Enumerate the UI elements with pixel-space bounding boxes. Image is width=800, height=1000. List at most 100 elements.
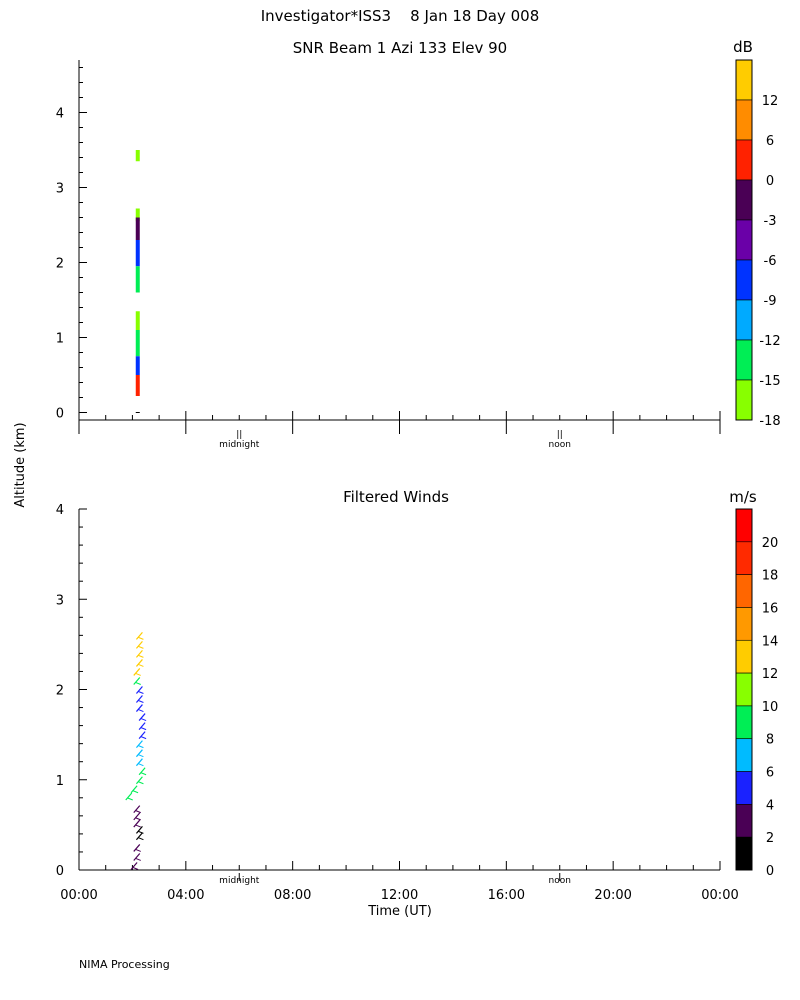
snr-y-tick-label: 1 [56, 332, 64, 347]
snr-y-tick-label: 0 [56, 407, 64, 422]
wind-barb [138, 722, 146, 730]
wind-barb [135, 749, 143, 758]
wind-barb [138, 837, 144, 841]
wind-barb [138, 636, 144, 640]
wind-barb [138, 781, 144, 785]
snr-panel-title: SNR Beam 1 Azi 133 Elev 90 [293, 39, 507, 57]
snr-y-tick-label: 4 [56, 107, 64, 122]
winds-colorbar-tick-label: 20 [762, 536, 779, 551]
snr-y-tick-label: 2 [56, 257, 64, 272]
snr-colorbar-tick-label: 0 [766, 174, 774, 189]
winds-colorbar-swatch [735, 607, 753, 641]
x-tick-label: 00:00 [701, 888, 738, 903]
wind-barb [140, 736, 147, 740]
day-marker-label: midnight [219, 440, 260, 450]
y-axis-label: Altitude (km) [13, 422, 28, 507]
winds-day-markers: midnight noon [219, 873, 571, 886]
winds-colorbar-swatch [735, 574, 753, 608]
snr-colorbar-tick-label: -12 [759, 334, 780, 349]
wind-barb [135, 758, 143, 767]
winds-colorbar-frame [735, 508, 753, 871]
wind-barb [138, 745, 144, 749]
day-marker-label: noon [549, 876, 571, 886]
snr-colorbar-tick-label: -9 [764, 294, 777, 309]
snr-colorbar-swatch [735, 259, 753, 301]
wind-barb [133, 805, 141, 814]
wind-barb [138, 691, 144, 694]
wind-barb [138, 700, 144, 703]
wind-barb [135, 650, 143, 658]
snr-data [135, 150, 140, 413]
snr-colorbar-tick-label: -18 [759, 414, 780, 429]
wind-barb [135, 776, 143, 785]
day-marker-label: midnight [219, 876, 260, 886]
wind-barb [127, 797, 133, 801]
winds-colorbar-swatch [735, 771, 753, 805]
snr-colorbar-swatch [735, 59, 753, 101]
winds-colorbar-swatch [735, 705, 753, 740]
snr-day-markers: ||midnight||noon [219, 430, 571, 450]
snr-cell [135, 356, 140, 375]
wind-barb [140, 727, 147, 731]
x-tick-label: 00:00 [60, 888, 97, 903]
snr-cell [135, 150, 140, 162]
wind-barb [138, 663, 144, 667]
wind-barb [138, 709, 144, 713]
snr-colorbar: 12 6 0 -3 -6 -9 -12 -15 -18 [735, 59, 781, 429]
snr-y-tick-labels: 0 1 2 3 4 [56, 107, 64, 422]
snr-colorbar-swatch [735, 339, 753, 381]
wind-barb [132, 790, 139, 794]
snr-colorbar-tick-label: -6 [764, 254, 777, 269]
wind-barb [138, 754, 144, 758]
wind-barb [135, 640, 143, 649]
wind-barb [135, 857, 141, 861]
winds-axis-ticks [78, 508, 721, 871]
winds-colorbar-tick-label: 8 [766, 733, 774, 748]
wind-barb [140, 772, 147, 776]
x-tick-label: 08:00 [274, 888, 311, 903]
wind-barb [135, 695, 143, 703]
snr-colorbar-tick-label: 6 [766, 134, 774, 149]
snr-cell [135, 311, 140, 330]
wind-barb [140, 718, 147, 722]
wind-barb [135, 824, 141, 828]
winds-colorbar-swatch [735, 804, 753, 838]
wind-barb [132, 867, 139, 870]
snr-axis-ticks [78, 67, 721, 434]
snr-colorbar-swatch [735, 99, 753, 141]
winds-y-tick-label: 3 [56, 593, 64, 608]
figure-title: Investigator*ISS3 8 Jan 18 Day 008 [261, 7, 540, 25]
snr-cell [135, 375, 140, 396]
snr-cell [135, 330, 140, 357]
x-tick-label: 16:00 [488, 888, 525, 903]
snr-cell [135, 240, 140, 267]
wind-barb [138, 763, 144, 767]
winds-colorbar-tick-label: 16 [762, 601, 779, 616]
winds-colorbar-tick-label: 10 [762, 700, 779, 715]
winds-colorbar-tick-label: 6 [766, 766, 774, 781]
wind-barb [130, 785, 138, 794]
winds-colorbar-tick-label: 4 [766, 798, 774, 813]
snr-cell [135, 266, 140, 293]
wind-barb [138, 731, 146, 740]
wind-barb [135, 686, 143, 694]
snr-colorbar-swatch [735, 139, 753, 181]
wind-barb [135, 817, 141, 821]
wind-barb [138, 645, 144, 649]
winds-colorbar-swatch [735, 639, 753, 674]
snr-y-tick-label: 3 [56, 182, 64, 197]
wind-barb [138, 654, 144, 658]
winds-panel-title: Filtered Winds [343, 488, 449, 506]
wind-barb [135, 740, 143, 749]
winds-colorbar-tick-label: 18 [762, 569, 779, 584]
winds-colorbar-tick-label: 12 [762, 667, 779, 682]
snr-cell [135, 208, 140, 222]
wind-barb [135, 659, 143, 667]
snr-colorbar-tick-label: -3 [764, 214, 777, 229]
wind-barb [135, 682, 141, 685]
winds-colorbar-swatch [735, 738, 753, 772]
winds-y-tick-labels: 0 1 2 3 4 [56, 503, 64, 879]
x-axis-label: Time (UT) [367, 904, 432, 919]
